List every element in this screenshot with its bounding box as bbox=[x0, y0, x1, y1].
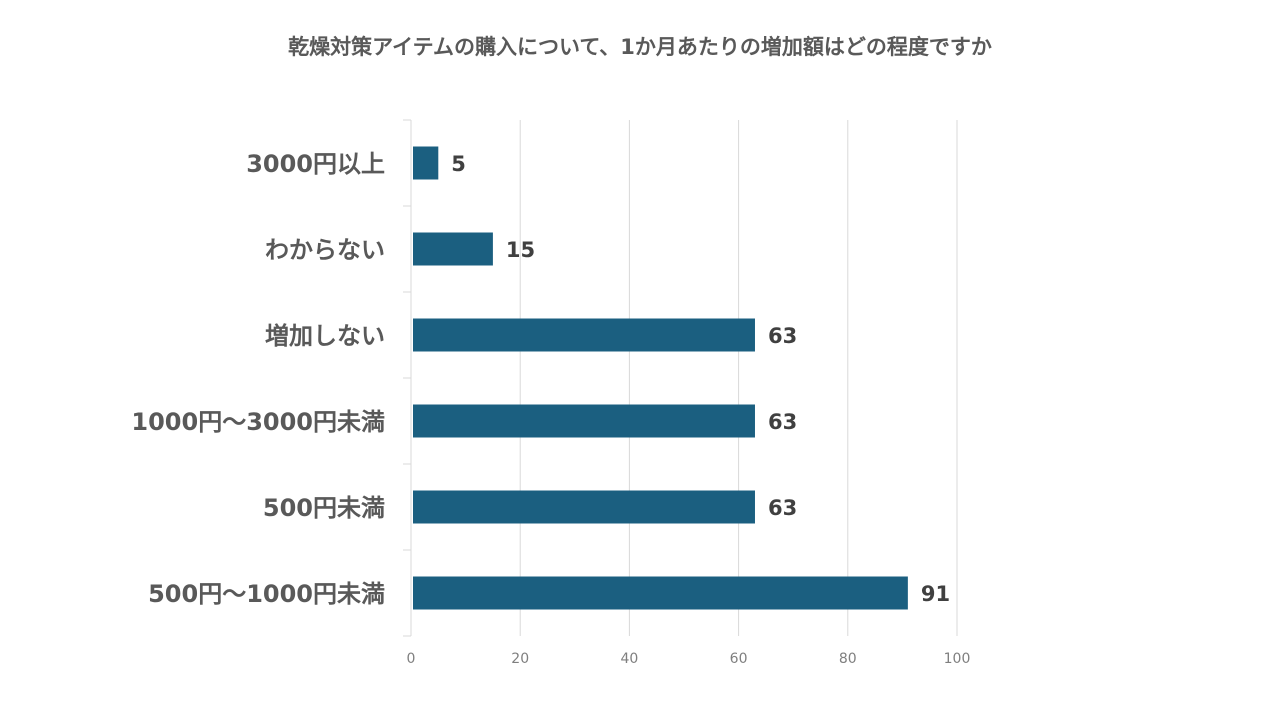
data-label: 5 bbox=[451, 152, 466, 176]
bar-1 bbox=[413, 146, 439, 180]
bars bbox=[413, 146, 908, 610]
gridlines bbox=[519, 120, 958, 636]
bar-5 bbox=[413, 490, 755, 524]
y-axis bbox=[403, 119, 412, 637]
category-label: わからない bbox=[265, 236, 385, 264]
chart-title: 乾燥対策アイテムの購入について、1か月あたりの増加額はどの程度ですか bbox=[288, 35, 992, 59]
data-label: 15 bbox=[506, 238, 535, 262]
bar-4 bbox=[413, 404, 755, 438]
data-label: 63 bbox=[768, 324, 797, 348]
data-label: 91 bbox=[921, 582, 950, 606]
x-tick-labels: 0 20 40 60 80 100 bbox=[407, 651, 971, 667]
data-label: 63 bbox=[768, 410, 797, 434]
x-tick-label: 20 bbox=[511, 651, 529, 667]
bar-3 bbox=[413, 318, 755, 352]
category-label: 3000円以上 bbox=[246, 150, 385, 178]
x-tick-label: 100 bbox=[944, 651, 971, 667]
category-label: 1000円～3000円未満 bbox=[131, 408, 385, 436]
data-labels: 5 15 63 63 63 91 bbox=[451, 152, 950, 606]
category-label: 500円～1000円未満 bbox=[148, 580, 385, 608]
x-tick-label: 80 bbox=[839, 651, 857, 667]
category-label: 500円未満 bbox=[263, 494, 385, 522]
x-tick-label: 40 bbox=[620, 651, 638, 667]
bar-2 bbox=[413, 232, 493, 266]
x-tick-label: 60 bbox=[730, 651, 748, 667]
bar-6 bbox=[413, 576, 908, 610]
category-label: 増加しない bbox=[265, 322, 385, 350]
data-label: 63 bbox=[768, 496, 797, 520]
x-tick-label: 0 bbox=[407, 651, 416, 667]
